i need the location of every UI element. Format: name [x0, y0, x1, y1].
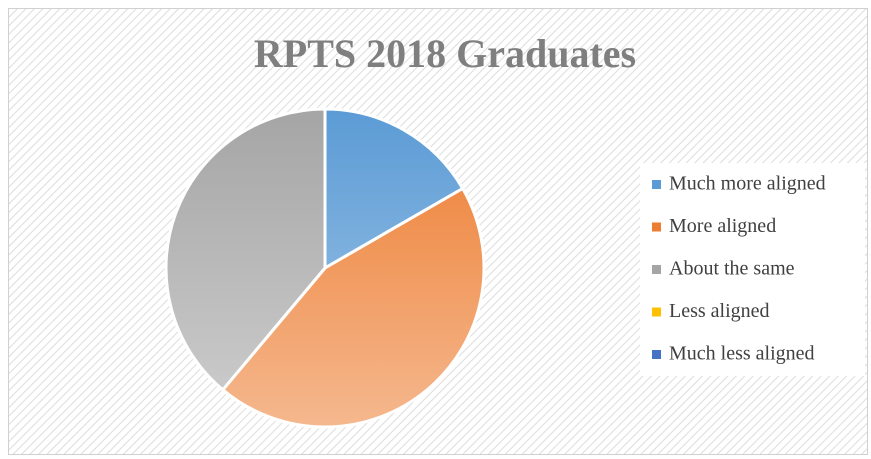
legend-label: Much more aligned: [669, 173, 826, 195]
legend-marker: [652, 307, 661, 317]
pie-slice: [221, 187, 486, 429]
legend-marker: [652, 222, 661, 232]
legend-label: Less aligned: [669, 300, 770, 322]
legend-marker: [652, 350, 661, 359]
legend-label: Much less aligned: [669, 343, 815, 365]
legend-label: More aligned: [669, 215, 776, 237]
pie-slice: [164, 107, 327, 392]
legend-marker: [652, 265, 661, 274]
legend-label: About the same: [669, 258, 795, 280]
pie-slice: [323, 107, 465, 270]
chart-title: RPTS 2018 Graduates: [254, 31, 636, 76]
legend-marker: [652, 180, 661, 189]
legend-box: [640, 163, 865, 376]
